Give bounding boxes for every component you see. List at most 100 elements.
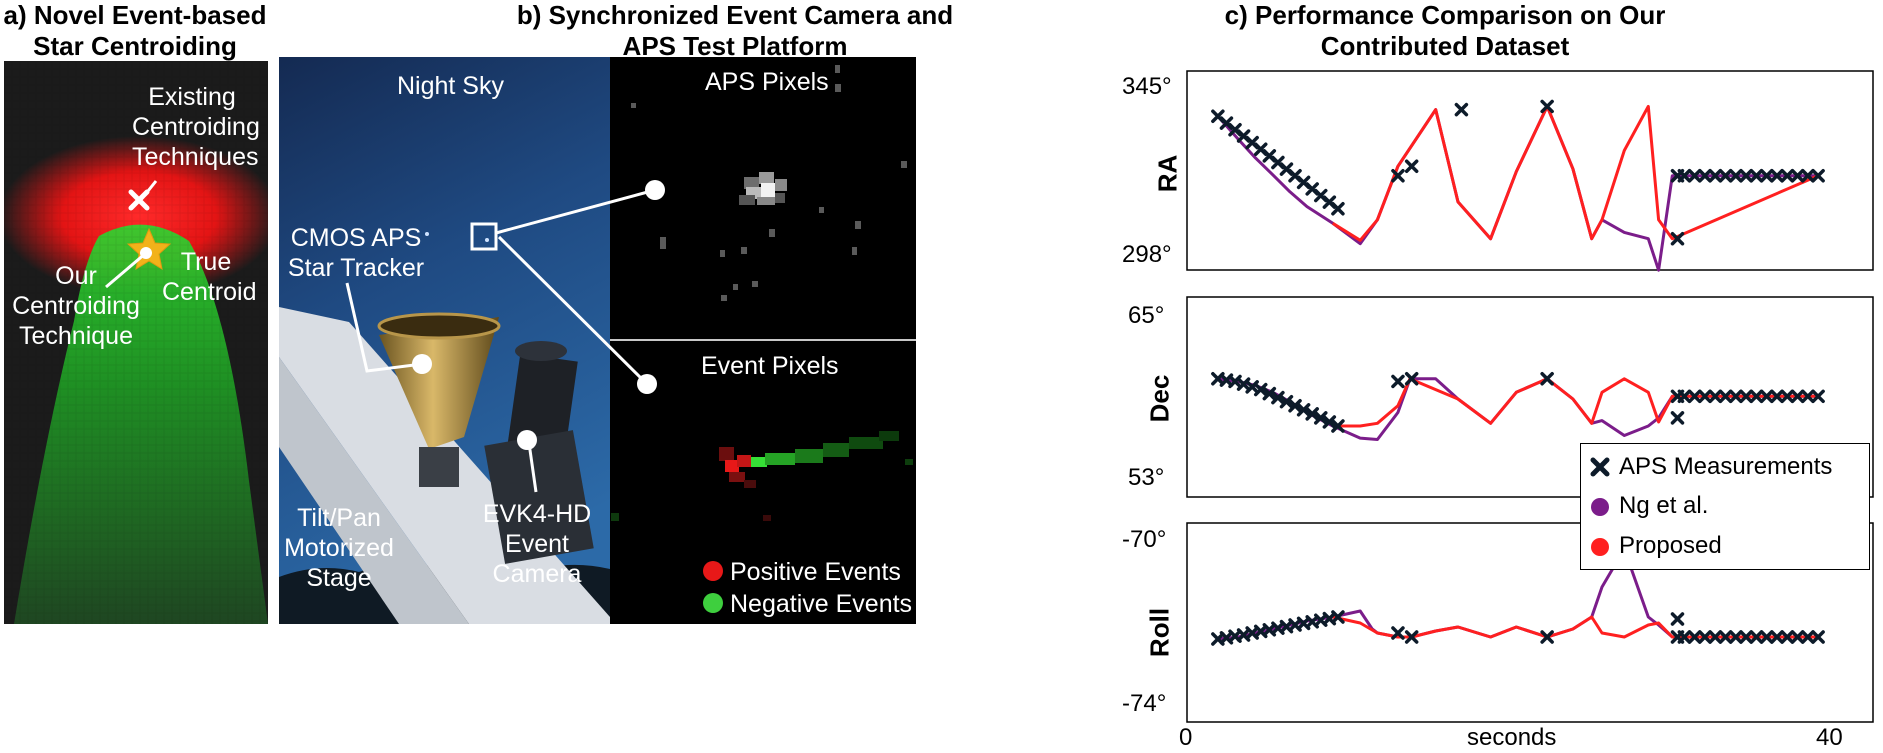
roll-aps-marker [1540, 630, 1554, 644]
roll-aps-marker [1708, 630, 1722, 644]
dec-ylabel: Dec [1144, 374, 1175, 423]
dec-aps-marker [1262, 386, 1277, 401]
ra-aps-marker [1331, 202, 1345, 216]
cmos-line2: Star Tracker [287, 254, 425, 282]
dec-aps-marker [1729, 389, 1743, 404]
dec-aps-marker [1790, 389, 1805, 404]
ng-marker-icon [1591, 498, 1609, 516]
ours-line1: Our [55, 262, 97, 290]
roll-aps-marker [1670, 612, 1685, 626]
ra-aps-marker [1801, 168, 1815, 183]
roll-aps-marker [1749, 630, 1764, 644]
x-axis-label: seconds [1467, 724, 1557, 751]
cmos-line1: CMOS APS [290, 224, 422, 252]
tilt-line2: Motorized [284, 534, 394, 562]
dec-aps-marker [1253, 382, 1268, 397]
cmos-aps-label: CMOS APS Star Tracker [283, 223, 429, 283]
dec-aps-marker [1770, 389, 1784, 404]
ours-line2: Centroiding [12, 292, 140, 320]
test-platform-photo: Night Sky CMOS APS Star Tracker Tilt/Pan… [279, 57, 916, 624]
panel-a-title-line2: Star Centroiding [33, 31, 237, 61]
panel-b-title-line2: APS Test Platform [622, 31, 848, 61]
event-connector-line [497, 235, 649, 386]
ra-ylabel: RA [1152, 154, 1183, 193]
roll-aps-marker [1780, 630, 1794, 644]
roi-box [470, 222, 498, 251]
roll-aps-marker [1739, 630, 1753, 644]
roll-aps-marker [1718, 630, 1733, 644]
roll-aps-marker [1687, 630, 1702, 644]
telescope-aperture [377, 312, 501, 340]
roll-ylabel: Roll [1144, 607, 1175, 658]
true-centroid-label: True Centroid [162, 247, 257, 307]
tilt-pan-label: Tilt/Pan Motorized Stage [283, 503, 395, 593]
panel-a-title: a) Novel Event-based Star Centroiding [0, 0, 270, 62]
dec-aps-marker [1759, 389, 1774, 404]
dec-aps-marker [1404, 372, 1419, 386]
ra-ytick-bottom: 298° [1122, 241, 1172, 268]
ra-aps-marker [1687, 168, 1702, 183]
test-platform-illustration [279, 57, 916, 624]
ra-aps-marker [1770, 168, 1784, 183]
true-line2: Centroid [162, 278, 257, 306]
cmos-pointer-line [345, 282, 423, 373]
dec-aps-marker [1314, 411, 1328, 425]
ra-aps-marker [1780, 168, 1794, 183]
evk-pointer-dot [517, 430, 537, 450]
true-line1: True [180, 248, 232, 276]
roll-aps-marker [1811, 630, 1825, 644]
panel-c-title: c) Performance Comparison on Our Contrib… [1165, 0, 1725, 62]
sky-star [425, 232, 429, 236]
night-sky-label: Night Sky [397, 72, 504, 100]
evk4-label: EVK4-HD Event Camera [481, 499, 593, 589]
panel-c-title-line1: c) Performance Comparison on Our [1224, 0, 1666, 30]
evk-pointer-line [527, 442, 538, 493]
existing-line2: Centroiding [132, 113, 260, 141]
ra-ytick-top: 345° [1122, 73, 1172, 100]
tilt-line3: Stage [306, 564, 372, 592]
our-centroid-dot [140, 247, 152, 259]
roll-ytick-bottom: -74° [1122, 690, 1167, 717]
panel-b-title: b) Synchronized Event Camera and APS Tes… [435, 0, 1035, 62]
panel-b-title-line1: b) Synchronized Event Camera and [516, 0, 954, 30]
evk-line1: EVK4-HD [482, 500, 592, 528]
cmos-pointer-dot [412, 354, 432, 374]
legend-aps-label: APS Measurements [1619, 453, 1833, 480]
ra-aps-marker [1811, 168, 1825, 183]
aps-star-pixels [739, 172, 787, 205]
x-tick-40: 40 [1816, 724, 1843, 751]
our-technique-label: Our Centroiding Technique [6, 261, 146, 351]
cmos-aps-telescope [379, 317, 499, 449]
dec-aps-marker [1331, 419, 1345, 433]
ra-aps-marker [1391, 168, 1405, 183]
dec-aps-marker [1677, 389, 1692, 404]
roll-aps-marker [1404, 630, 1419, 644]
tilt-line1: Tilt/Pan [297, 504, 381, 532]
dec-aps-marker [1305, 407, 1319, 421]
dec-aps-marker [1391, 374, 1405, 389]
legend-markers [1590, 457, 1610, 556]
camera-bracket [484, 430, 594, 564]
positive-events-label: Positive Events [730, 558, 901, 586]
ra-aps-marker [1749, 168, 1764, 183]
event-pixels-label: Event Pixels [701, 352, 839, 380]
dec-aps-marker [1698, 389, 1712, 404]
positive-events-dot [703, 561, 723, 581]
dec-aps-marker [1801, 389, 1815, 404]
ra-aps-marker [1670, 231, 1685, 246]
panel-c-title-line2: Contributed Dataset [1320, 31, 1570, 61]
ra-aps-marker [1677, 168, 1692, 183]
roll-aps-marker [1759, 630, 1774, 644]
legend-ng-label: Ng et al. [1619, 492, 1709, 519]
ra-aps-marker [1759, 168, 1774, 183]
roll-ytick-top: -70° [1122, 526, 1167, 553]
ra-aps-marker [1454, 102, 1469, 117]
dec-aps-marker [1739, 389, 1753, 404]
ra-aps-marker [1540, 99, 1554, 114]
dec-ytick-top: 65° [1128, 302, 1165, 329]
x-tick-0: 0 [1179, 724, 1193, 751]
event-centroid-image: Existing Centroiding Techniques True Cen… [4, 61, 268, 624]
dec-aps-marker [1296, 403, 1311, 417]
aps-connector-dot [645, 180, 665, 200]
